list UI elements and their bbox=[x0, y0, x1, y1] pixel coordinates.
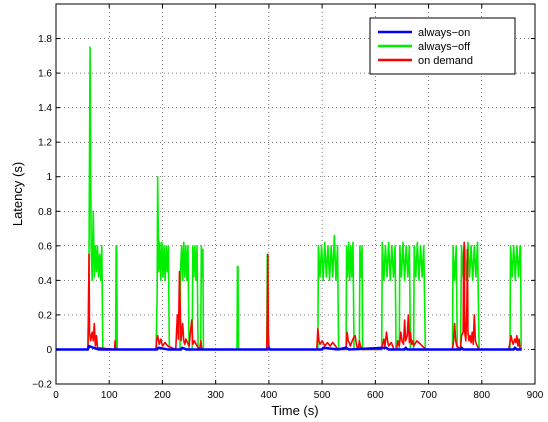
x-tick-label: 900 bbox=[527, 390, 544, 401]
x-tick-label: 400 bbox=[261, 390, 278, 401]
y-tick-label: 1.4 bbox=[38, 103, 52, 114]
x-axis-label: Time (s) bbox=[271, 403, 318, 418]
y-tick-label: 0.6 bbox=[38, 241, 52, 252]
x-tick-label: 300 bbox=[207, 390, 224, 401]
x-tick-label: 700 bbox=[420, 390, 437, 401]
legend-label-always-off: always−off bbox=[418, 41, 471, 53]
x-tick-label: 600 bbox=[367, 390, 384, 401]
x-tick-label: 0 bbox=[53, 390, 59, 401]
tick-labels: 0 100 200 300 400 500 600 700 800 900−0.200.20.40… bbox=[32, 34, 544, 401]
series-line-always-on bbox=[56, 344, 522, 351]
plot-area bbox=[56, 46, 522, 351]
x-tick-label: 100 bbox=[101, 390, 118, 401]
legend-label-always-on: always−on bbox=[418, 27, 470, 39]
y-tick-label: 0.4 bbox=[38, 276, 52, 287]
axis-ticks bbox=[55, 4, 536, 385]
y-tick-label: 0.8 bbox=[38, 207, 52, 218]
y-tick-label: 1.6 bbox=[38, 69, 52, 80]
y-tick-label: 1.2 bbox=[38, 138, 52, 149]
y-tick-label: 1 bbox=[46, 172, 52, 183]
x-tick-label: 200 bbox=[154, 390, 171, 401]
series-line-always-off bbox=[56, 46, 522, 351]
legend-label-on-demand: on demand bbox=[418, 55, 473, 67]
y-axis-label: Latency (s) bbox=[10, 162, 25, 226]
axes-box bbox=[55, 3, 536, 385]
y-tick-label: −0.2 bbox=[32, 380, 52, 391]
y-tick-label: 1.8 bbox=[38, 34, 52, 45]
y-tick-label: 0 bbox=[46, 345, 52, 356]
y-tick-label: 0.2 bbox=[38, 310, 52, 321]
legend: always−on always−off on demand bbox=[369, 17, 516, 75]
x-tick-label: 800 bbox=[473, 390, 490, 401]
x-tick-label: 500 bbox=[314, 390, 331, 401]
